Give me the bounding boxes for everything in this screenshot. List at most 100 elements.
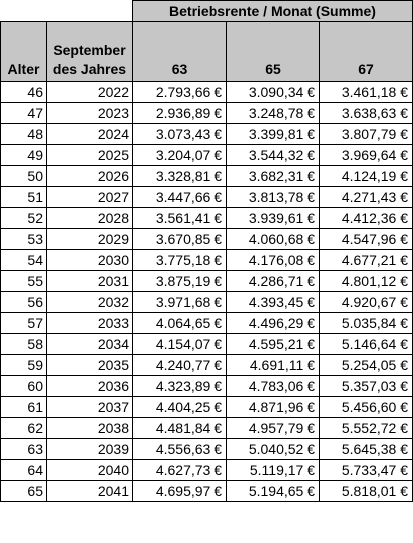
cell-year[interactable]: 2037 [46,396,133,418]
cell-rente-65[interactable]: 3.399,81 € [226,123,320,145]
cell-rente-67[interactable]: 3.969,64 € [319,144,413,166]
cell-rente-67[interactable]: 5.552,72 € [319,417,413,439]
cell-rente-65[interactable]: 5.040,52 € [226,438,320,460]
cell-rente-65[interactable]: 4.060,68 € [226,228,320,250]
cell-rente-63[interactable]: 3.775,18 € [132,249,227,271]
cell-rente-65[interactable]: 4.176,08 € [226,249,320,271]
cell-year[interactable]: 2036 [46,375,133,397]
cell-rente-63[interactable]: 3.875,19 € [132,270,227,292]
cell-rente-63[interactable]: 3.670,85 € [132,228,227,250]
cell-rente-67[interactable]: 5.357,03 € [319,375,413,397]
cell-alter[interactable]: 62 [0,417,47,439]
cell-rente-67[interactable]: 5.035,84 € [319,312,413,334]
cell-rente-67[interactable]: 5.254,05 € [319,354,413,376]
cell-rente-65[interactable]: 3.248,78 € [226,102,320,124]
cell-rente-65[interactable]: 4.393,45 € [226,291,320,313]
cell-alter[interactable]: 52 [0,207,47,229]
cell-alter[interactable]: 59 [0,354,47,376]
cell-alter[interactable]: 54 [0,249,47,271]
cell-rente-65[interactable]: 4.691,11 € [226,354,320,376]
cell-rente-63[interactable]: 3.561,41 € [132,207,227,229]
cell-rente-63[interactable]: 4.627,73 € [132,459,227,481]
cell-rente-63[interactable]: 4.240,77 € [132,354,227,376]
cell-year[interactable]: 2034 [46,333,133,355]
cell-year[interactable]: 2027 [46,186,133,208]
cell-rente-65[interactable]: 4.871,96 € [226,396,320,418]
cell-rente-63[interactable]: 3.204,07 € [132,144,227,166]
cell-alter[interactable]: 60 [0,375,47,397]
cell-rente-65[interactable]: 4.957,79 € [226,417,320,439]
cell-year[interactable]: 2025 [46,144,133,166]
cell-alter[interactable]: 49 [0,144,47,166]
cell-year[interactable]: 2039 [46,438,133,460]
cell-rente-63[interactable]: 4.323,89 € [132,375,227,397]
cell-rente-63[interactable]: 4.064,65 € [132,312,227,334]
cell-rente-63[interactable]: 4.695,97 € [132,480,227,502]
cell-rente-63[interactable]: 3.447,66 € [132,186,227,208]
cell-rente-67[interactable]: 4.920,67 € [319,291,413,313]
cell-year[interactable]: 2040 [46,459,133,481]
cell-rente-63[interactable]: 4.481,84 € [132,417,227,439]
cell-rente-65[interactable]: 4.496,29 € [226,312,320,334]
cell-rente-67[interactable]: 4.547,96 € [319,228,413,250]
cell-rente-67[interactable]: 5.645,38 € [319,438,413,460]
cell-rente-67[interactable]: 3.807,79 € [319,123,413,145]
cell-rente-65[interactable]: 4.783,06 € [226,375,320,397]
cell-rente-67[interactable]: 5.818,01 € [319,480,413,502]
cell-rente-67[interactable]: 5.733,47 € [319,459,413,481]
cell-alter[interactable]: 46 [0,81,47,103]
cell-rente-63[interactable]: 4.556,63 € [132,438,227,460]
cell-rente-63[interactable]: 3.971,68 € [132,291,227,313]
cell-year[interactable]: 2030 [46,249,133,271]
cell-alter[interactable]: 57 [0,312,47,334]
cell-rente-67[interactable]: 4.412,36 € [319,207,413,229]
cell-rente-67[interactable]: 3.638,63 € [319,102,413,124]
cell-rente-65[interactable]: 3.090,34 € [226,81,320,103]
cell-alter[interactable]: 50 [0,165,47,187]
cell-rente-63[interactable]: 3.328,81 € [132,165,227,187]
cell-alter[interactable]: 65 [0,480,47,502]
cell-rente-67[interactable]: 4.271,43 € [319,186,413,208]
cell-year[interactable]: 2033 [46,312,133,334]
cell-year[interactable]: 2029 [46,228,133,250]
cell-rente-63[interactable]: 2.793,66 € [132,81,227,103]
cell-rente-65[interactable]: 3.544,32 € [226,144,320,166]
cell-rente-67[interactable]: 5.146,64 € [319,333,413,355]
cell-rente-63[interactable]: 4.154,07 € [132,333,227,355]
cell-year[interactable]: 2026 [46,165,133,187]
cell-rente-65[interactable]: 5.119,17 € [226,459,320,481]
cell-alter[interactable]: 56 [0,291,47,313]
cell-alter[interactable]: 63 [0,438,47,460]
cell-rente-67[interactable]: 4.677,21 € [319,249,413,271]
cell-rente-67[interactable]: 4.124,19 € [319,165,413,187]
cell-rente-67[interactable]: 5.456,60 € [319,396,413,418]
cell-rente-65[interactable]: 3.813,78 € [226,186,320,208]
cell-alter[interactable]: 53 [0,228,47,250]
cell-rente-65[interactable]: 5.194,65 € [226,480,320,502]
cell-rente-67[interactable]: 4.801,12 € [319,270,413,292]
cell-year[interactable]: 2024 [46,123,133,145]
cell-alter[interactable]: 58 [0,333,47,355]
cell-rente-67[interactable]: 3.461,18 € [319,81,413,103]
cell-year[interactable]: 2032 [46,291,133,313]
cell-alter[interactable]: 55 [0,270,47,292]
cell-rente-65[interactable]: 4.595,21 € [226,333,320,355]
cell-rente-65[interactable]: 3.939,61 € [226,207,320,229]
cell-alter[interactable]: 64 [0,459,47,481]
cell-alter[interactable]: 48 [0,123,47,145]
cell-year[interactable]: 2041 [46,480,133,502]
cell-rente-65[interactable]: 4.286,71 € [226,270,320,292]
cell-year[interactable]: 2035 [46,354,133,376]
cell-year[interactable]: 2028 [46,207,133,229]
cell-year[interactable]: 2022 [46,81,133,103]
cell-alter[interactable]: 61 [0,396,47,418]
cell-year[interactable]: 2038 [46,417,133,439]
cell-year[interactable]: 2023 [46,102,133,124]
cell-rente-63[interactable]: 3.073,43 € [132,123,227,145]
cell-alter[interactable]: 47 [0,102,47,124]
cell-alter[interactable]: 51 [0,186,47,208]
cell-rente-65[interactable]: 3.682,31 € [226,165,320,187]
cell-year[interactable]: 2031 [46,270,133,292]
cell-rente-63[interactable]: 2.936,89 € [132,102,227,124]
cell-rente-63[interactable]: 4.404,25 € [132,396,227,418]
